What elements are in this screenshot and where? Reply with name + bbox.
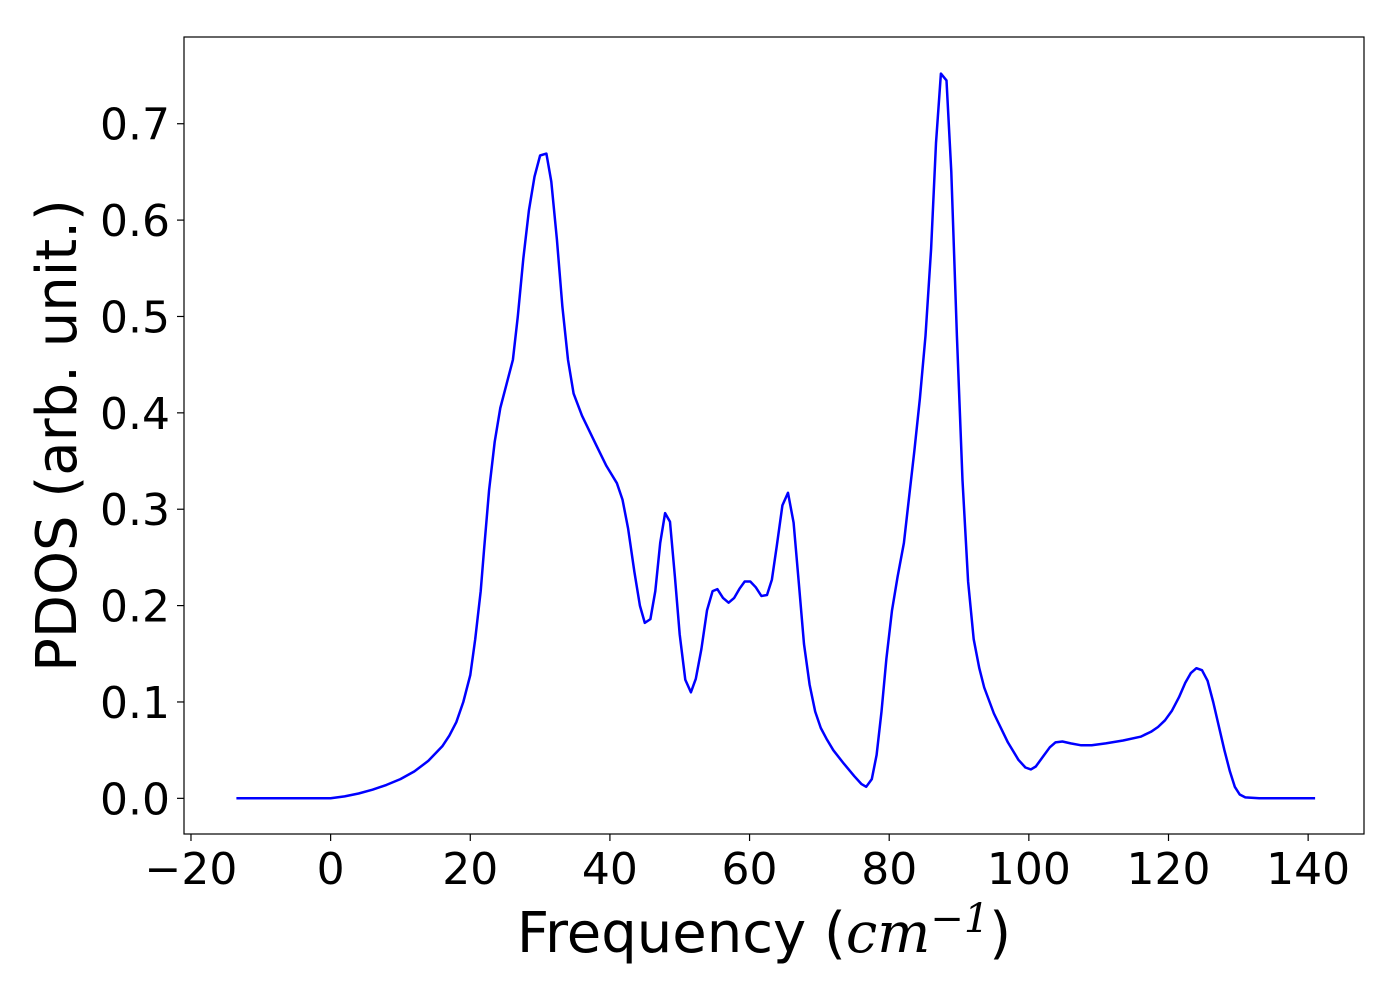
x-axis-title-close: ) (989, 901, 1011, 966)
x-tick-label: 20 (442, 844, 498, 895)
x-axis-title-unit: cm (846, 901, 930, 966)
pdos-series-line (236, 72, 1316, 800)
y-tick-label: 0.5 (100, 292, 170, 343)
x-tick-label: 120 (1127, 844, 1211, 895)
y-tick-label: 0.6 (100, 196, 170, 247)
x-axis-title: Frequency (cm−1) (517, 896, 1011, 966)
x-tick-label: −20 (145, 844, 238, 895)
x-tick-label: 140 (1266, 844, 1350, 895)
y-tick-label: 0.3 (100, 485, 170, 536)
x-tick-label: 100 (987, 844, 1071, 895)
x-tick-label: 60 (722, 844, 778, 895)
x-tick-label: 0 (317, 844, 345, 895)
x-axis-title-text: Frequency ( (517, 901, 846, 966)
plot-area (236, 72, 1316, 800)
x-axis-ticks: −20 0 20 40 60 80 100 120 140 (145, 834, 1350, 895)
x-tick-label: 40 (582, 844, 638, 895)
y-axis-ticks: 0.0 0.1 0.2 0.3 0.4 0.5 0.6 0.7 (100, 100, 184, 825)
y-axis-title: PDOS (arb. unit.) (25, 199, 90, 672)
y-tick-label: 0.4 (100, 389, 170, 440)
y-tick-label: 0.0 (100, 774, 170, 825)
y-tick-label: 0.2 (100, 582, 170, 633)
plot-frame (183, 36, 1365, 835)
y-tick-label: 0.1 (100, 678, 170, 729)
y-tick-label: 0.7 (100, 100, 170, 151)
x-tick-label: 80 (861, 844, 917, 895)
x-axis-title-exponent: −1 (930, 896, 989, 942)
